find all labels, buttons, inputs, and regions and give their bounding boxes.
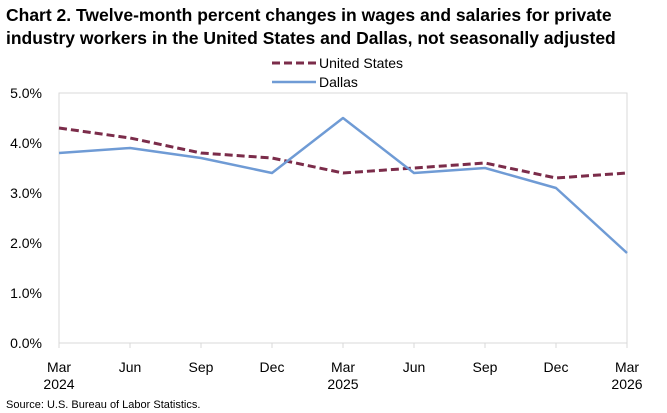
source-note: Source: U.S. Bureau of Labor Statistics. bbox=[6, 399, 201, 411]
x-tick-year-label: 2024 bbox=[43, 376, 74, 392]
series-line-dallas bbox=[58, 116, 628, 254]
x-tick-label: Jun bbox=[119, 359, 142, 375]
x-tick-year-label: 2025 bbox=[327, 376, 358, 392]
legend-label: Dallas bbox=[319, 74, 358, 90]
legend: United States Dallas bbox=[272, 55, 403, 90]
series-line-united-states bbox=[58, 126, 628, 180]
x-tick-label: Dec bbox=[544, 359, 569, 375]
series-layer bbox=[58, 116, 628, 254]
x-tick-label: Sep bbox=[189, 359, 214, 375]
x-tick-label: Sep bbox=[473, 359, 498, 375]
x-tick-label: Mar bbox=[615, 359, 639, 375]
y-tick-label: 5.0% bbox=[10, 85, 42, 101]
legend-label: United States bbox=[319, 55, 403, 71]
chart-title: Chart 2. Twelve-month percent changes in… bbox=[6, 5, 616, 48]
x-tick-label: Dec bbox=[260, 359, 285, 375]
y-axis: 0.0% 1.0% 2.0% 3.0% 4.0% 5.0% bbox=[10, 85, 42, 351]
y-tick-label: 3.0% bbox=[10, 185, 42, 201]
y-tick-label: 2.0% bbox=[10, 235, 42, 251]
y-tick-label: 4.0% bbox=[10, 135, 42, 151]
plot-area-frame bbox=[58, 92, 628, 344]
y-tick-label: 0.0% bbox=[10, 335, 42, 351]
x-tick-label: Jun bbox=[403, 359, 426, 375]
y-tick-label: 1.0% bbox=[10, 285, 42, 301]
x-tick-label: Mar bbox=[331, 359, 355, 375]
x-tick-year-label: 2026 bbox=[611, 376, 642, 392]
x-tick-label: Mar bbox=[47, 359, 71, 375]
